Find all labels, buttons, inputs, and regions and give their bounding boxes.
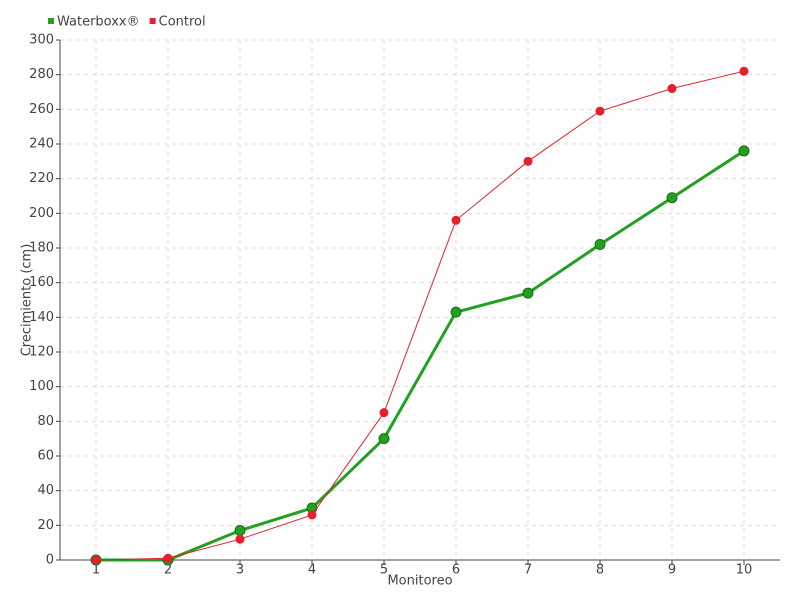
legend-label: Waterboxx® — [57, 15, 140, 30]
legend-swatch — [149, 18, 156, 24]
x-tick-label: 10 — [736, 563, 753, 578]
x-tick-label: 2 — [164, 563, 172, 578]
data-point — [739, 66, 749, 76]
x-tick-label: 7 — [524, 563, 532, 578]
data-point — [594, 239, 606, 251]
y-tick-label: 280 — [29, 67, 54, 82]
legend-swatch — [48, 18, 54, 24]
y-tick-label: 200 — [29, 206, 54, 221]
data-point — [666, 192, 678, 204]
y-tick-label: 160 — [29, 275, 54, 290]
y-tick-label: 40 — [37, 483, 54, 498]
data-point — [91, 555, 101, 565]
data-point — [163, 553, 173, 563]
data-point — [235, 534, 245, 544]
x-tick-label: 1 — [92, 563, 100, 578]
series-line — [96, 149, 745, 562]
y-tick-label: 20 — [37, 518, 54, 533]
y-tick-label: 120 — [29, 345, 54, 360]
y-tick-label: 80 — [37, 414, 54, 429]
data-point — [450, 306, 462, 318]
y-axis-label: Crecimiento (cm) — [20, 244, 35, 357]
data-point — [379, 408, 389, 418]
data-point — [595, 106, 605, 116]
x-axis-label: Monitoreo — [387, 574, 452, 589]
x-tick-label: 4 — [308, 563, 316, 578]
x-tick-label: 6 — [452, 563, 460, 578]
y-tick-label: 220 — [29, 171, 54, 186]
x-tick-label: 9 — [668, 563, 676, 578]
data-point — [738, 145, 750, 157]
x-tick-label: 3 — [236, 563, 244, 578]
y-tick-label: 0 — [46, 553, 54, 568]
data-point — [667, 84, 677, 94]
y-tick-label: 140 — [29, 310, 54, 325]
x-tick-label: 5 — [380, 563, 388, 578]
y-tick-label: 300 — [29, 33, 54, 48]
y-tick-label: 100 — [29, 379, 54, 394]
legend-label: Control — [159, 15, 206, 30]
y-tick-label: 240 — [29, 137, 54, 152]
y-tick-label: 260 — [29, 102, 54, 117]
y-tick-label: 60 — [37, 449, 54, 464]
data-point — [451, 215, 461, 225]
data-point — [307, 510, 317, 520]
data-point — [522, 287, 534, 299]
data-point — [378, 433, 390, 445]
y-tick-label: 180 — [29, 241, 54, 256]
data-point — [523, 156, 533, 166]
series-line — [95, 70, 745, 561]
x-tick-label: 8 — [596, 563, 604, 578]
data-point — [234, 525, 246, 537]
